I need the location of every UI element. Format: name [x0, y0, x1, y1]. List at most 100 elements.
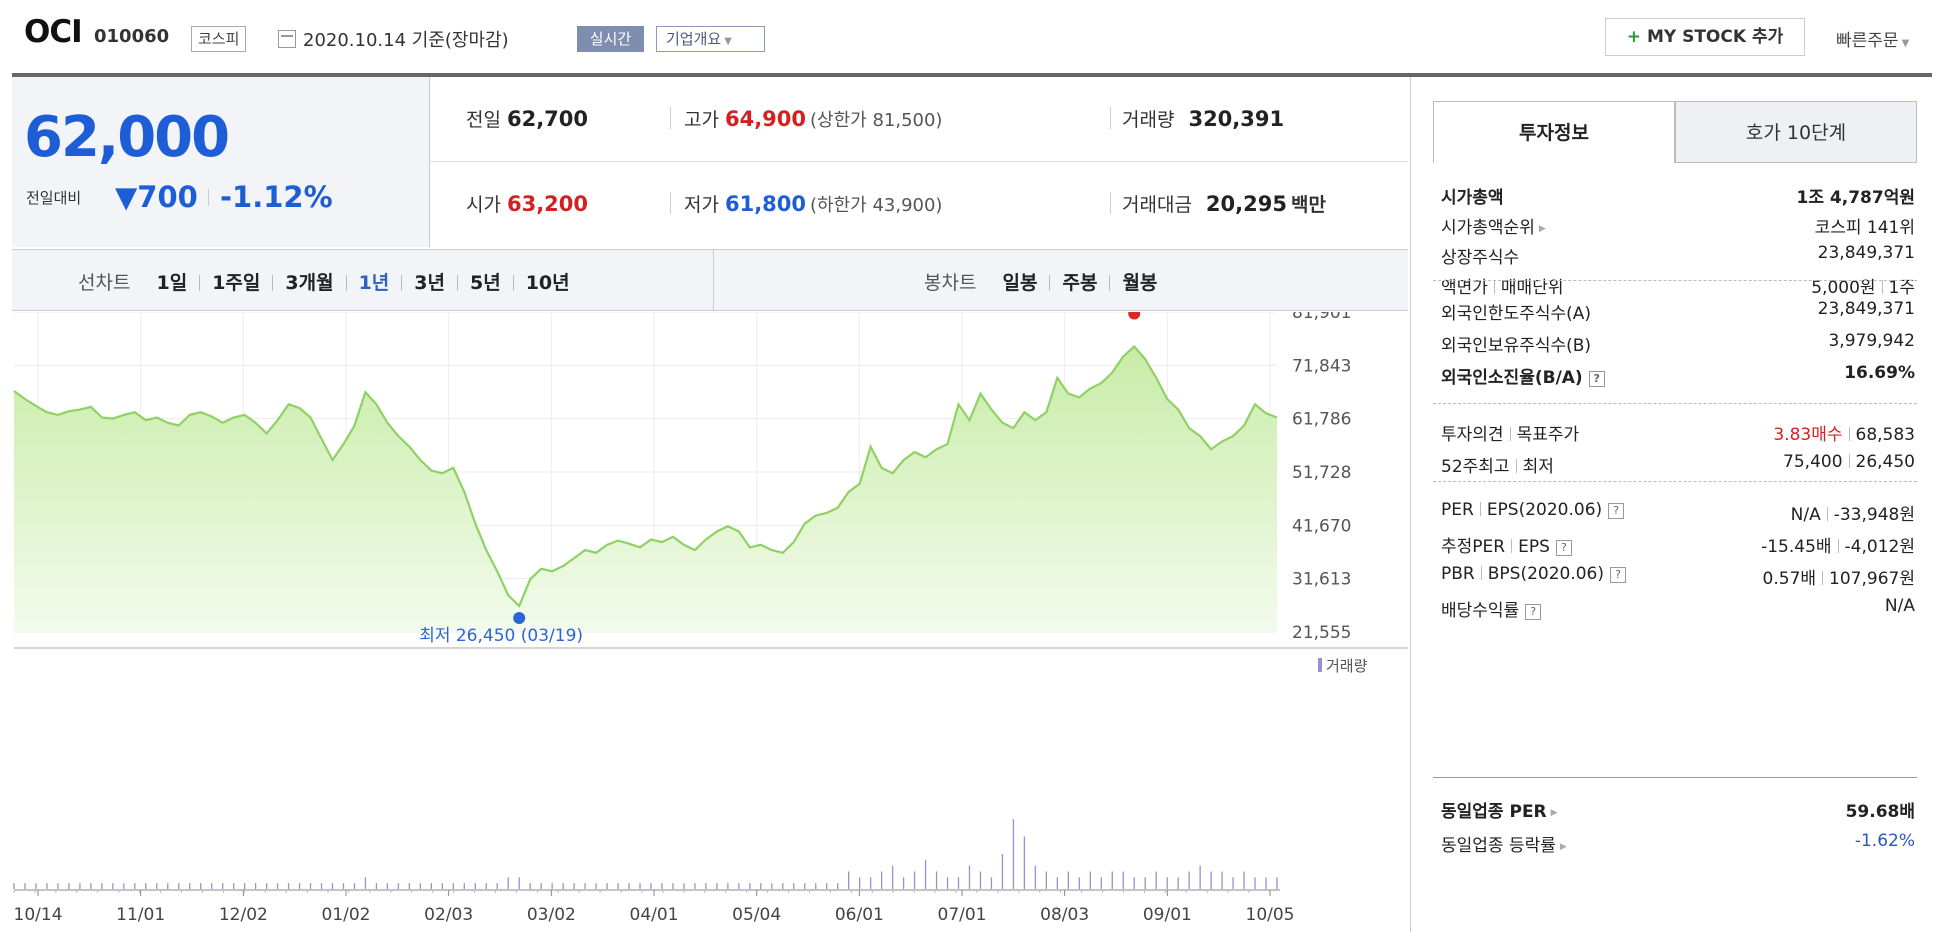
pbr-row: PBR BPS(2020.06)? 0.57배 107,967원 [1433, 560, 1917, 590]
period-5[interactable]: 5년 [469, 272, 501, 294]
divider [1049, 275, 1051, 291]
dividend-label: 배당수익률? [1441, 596, 1542, 621]
y-tick-label: 31,613 [1292, 570, 1351, 590]
tab-invest-info[interactable]: 투자정보 [1433, 101, 1675, 163]
investment-panel: 투자정보 호가 10단계 시가총액 1조 4,787억원 시가총액순위 ▶ 코스피… [1410, 77, 1944, 932]
candle-period-0[interactable]: 일봉 [1002, 272, 1038, 294]
my-stock-add-button[interactable]: + MY STOCK 추가 [1605, 18, 1805, 56]
tab-orderbook[interactable]: 호가 10단계 [1675, 101, 1917, 163]
listed-shares-row: 상장주식수 23,849,371 [1433, 239, 1917, 269]
foreign-ratio-text: 외국인소진율(B/A) [1441, 368, 1583, 388]
candle-period-2[interactable]: 월봉 [1122, 272, 1158, 294]
price-change-pct: -1.12% [220, 180, 333, 214]
listed-shares-value: 23,849,371 [1817, 243, 1915, 263]
period-6[interactable]: 10년 [525, 272, 570, 294]
corp-overview-dropdown[interactable]: 기업개요 ▼ [656, 26, 765, 52]
divider [1109, 275, 1111, 291]
help-icon[interactable]: ? [1608, 503, 1625, 519]
x-tick-label: 12/02 [219, 905, 268, 925]
est-per-value: -15.45배 -4,012원 [1761, 532, 1915, 557]
volume: 거래량 320,391 [1122, 105, 1284, 132]
sector-rows: 동일업종 PER ▶ 59.68배 동일업종 등락률 ▶ -1.62% [1433, 781, 1917, 881]
per-row: PER EPS(2020.06)? N/A -33,948원 [1433, 496, 1917, 526]
divider [272, 275, 274, 291]
eps-text: EPS(2020.06) [1486, 500, 1603, 520]
quick-order-dropdown[interactable]: 빠른주문 ▼ [1836, 26, 1909, 51]
foreign-section: 외국인한도주식수(A) 23,849,371 외국인보유주식수(B) 3,979… [1433, 280, 1917, 400]
x-tick-label: 10/14 [14, 905, 63, 925]
divider [1515, 459, 1517, 473]
header-divider [12, 73, 1932, 77]
market-badge: 코스피 [191, 26, 247, 52]
arrow-right-icon: ▶ [1550, 808, 1558, 818]
foreign-limit-value: 23,849,371 [1817, 299, 1915, 319]
week52-value: 75,400 26,450 [1783, 452, 1915, 472]
divider [713, 250, 714, 310]
per-label: PER EPS(2020.06)? [1441, 500, 1625, 520]
help-icon[interactable]: ? [1610, 567, 1627, 583]
chart-toolbar: 선차트 1일 1주일 3개월 1년 3년 5년 10년 봉차트 일봉 주봉 월봉 [12, 249, 1408, 311]
candle-period-1[interactable]: 주봉 [1062, 272, 1098, 294]
foreign-limit-row: 외국인한도주식수(A) 23,849,371 [1433, 295, 1917, 325]
divider [199, 275, 201, 291]
help-icon[interactable]: ? [1555, 540, 1572, 556]
info-row-1: 전일 62,700 고가 64,900 (상한가 81,500) 거래량 320,391 [430, 77, 1408, 162]
week52-row: 52주최고 최저 75,400 26,450 [1433, 448, 1917, 478]
period-2[interactable]: 3개월 [285, 272, 334, 294]
price-summary: 62,000 전일대비 ▼700 -1.12% [12, 77, 430, 247]
period-3[interactable]: 1년 [358, 272, 390, 294]
x-tick-label: 08/03 [1040, 905, 1089, 925]
per-amount: N/A [1790, 505, 1821, 525]
price-change: ▼700 [115, 180, 198, 214]
open-label: 시가 [466, 194, 501, 216]
quick-order-label: 빠른주문 [1836, 31, 1899, 51]
period-4[interactable]: 3년 [414, 272, 445, 294]
price-chart[interactable]: 81,901 71,843 61,786 51,728 41,670 31,613 21,5… [0, 312, 1410, 932]
sector-per-row[interactable]: 동일업종 PER ▶ 59.68배 [1433, 793, 1917, 823]
divider [1511, 539, 1513, 553]
listed-shares-label: 상장주식수 [1441, 248, 1520, 268]
trade-amount: 거래대금 20,295 백만 [1122, 190, 1326, 217]
candle-chart-periods: 봉차트 일봉 주봉 월봉 [924, 268, 1157, 295]
opinion-amount: 3.83매수 [1773, 425, 1843, 445]
divider [1480, 566, 1482, 580]
realtime-button[interactable]: 실시간 [577, 26, 644, 52]
market-cap-rank-row[interactable]: 시가총액순위 ▶ 코스피 141위 [1433, 209, 1917, 239]
sector-change-text: 동일업종 등락률 [1441, 836, 1556, 856]
est-per-text: 추정PER [1441, 537, 1506, 557]
week52-high-amount: 75,400 [1783, 452, 1843, 472]
line-chart-periods: 선차트 1일 1주일 3개월 1년 3년 5년 10년 [78, 268, 570, 295]
est-per-label: 추정PER EPS? [1441, 532, 1572, 557]
y-tick-label: 81,901 [1292, 312, 1351, 323]
par-value-row: 액면가 매매단위 5,000원 1주 [1433, 269, 1917, 299]
sector-section [1433, 777, 1917, 877]
divider [1822, 571, 1824, 585]
volume-legend-label: 거래량 [1326, 657, 1368, 675]
trade-amount-unit: 백만 [1290, 194, 1326, 216]
y-tick-label: 41,670 [1292, 516, 1351, 536]
pbr-label: PBR BPS(2020.06)? [1441, 564, 1627, 584]
upper-limit: (상한가 81,500) [810, 110, 943, 131]
volume-value: 320,391 [1188, 107, 1285, 131]
high-marker [1128, 312, 1141, 320]
opinion-section: 투자의견 목표주가 3.83매수 68,583 52주최고 최저 75,400 26,4… [1433, 403, 1917, 481]
prev-close-label: 전일 [466, 109, 501, 131]
pbr-amount: 0.57배 [1762, 569, 1817, 589]
line-chart-label: 선차트 [78, 272, 131, 294]
help-icon[interactable]: ? [1525, 604, 1542, 620]
stock-code: 010060 [94, 26, 170, 47]
chevron-down-icon: ▼ [1901, 38, 1910, 49]
help-icon[interactable]: ? [1588, 371, 1605, 387]
foreign-hold-value: 3,979,942 [1828, 331, 1915, 351]
sector-change-row[interactable]: 동일업종 등락률 ▶ -1.62% [1433, 827, 1917, 857]
market-cap-section: 시가총액 1조 4,787억원 시가총액순위 ▶ 코스피 141위 상장주식수 2… [1433, 177, 1917, 357]
x-tick-label: 10/05 [1246, 905, 1295, 925]
period-1[interactable]: 1주일 [212, 272, 261, 294]
period-0[interactable]: 1일 [156, 272, 188, 294]
x-tick-label: 03/02 [527, 905, 576, 925]
divider [345, 275, 347, 291]
week52-low-amount: 26,450 [1855, 452, 1915, 472]
trade-unit-amount: 1주 [1888, 278, 1915, 298]
foreign-hold-row: 외국인보유주식수(B) 3,979,942 [1433, 327, 1917, 357]
plus-icon: + [1626, 27, 1642, 47]
